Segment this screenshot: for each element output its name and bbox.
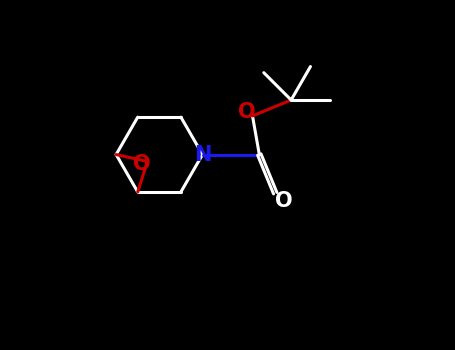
Text: O: O — [238, 102, 256, 122]
Text: O: O — [275, 191, 292, 211]
Text: N: N — [194, 145, 211, 164]
Text: O: O — [133, 154, 151, 174]
